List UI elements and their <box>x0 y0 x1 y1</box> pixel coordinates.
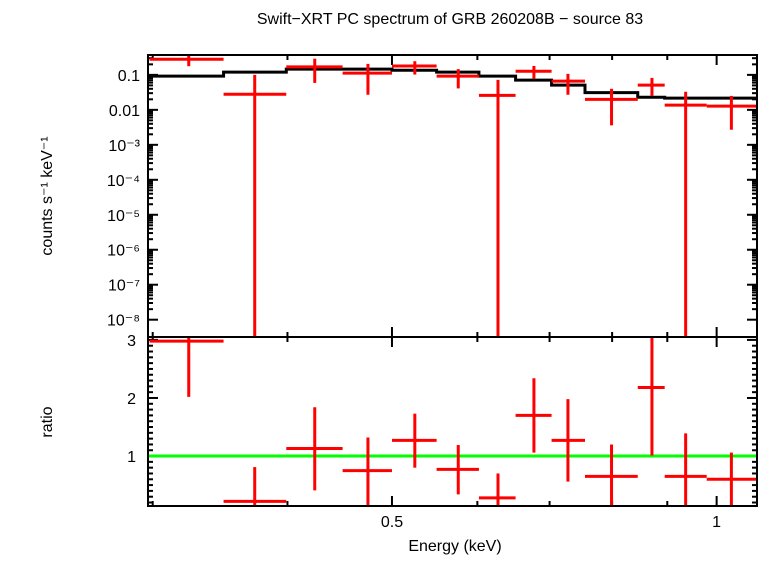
bottom-panel-frame <box>147 336 758 507</box>
chart-title: Swift−XRT PC spectrum of GRB 260208B − s… <box>257 11 643 28</box>
top-panel-plot <box>149 55 758 337</box>
y-tick-label-top: 10⁻⁴ <box>107 173 140 190</box>
y-tick-label-bottom: 3 <box>127 333 136 350</box>
y-tick-label-top: 0.1 <box>118 68 140 85</box>
y-tick-label-bottom: 1 <box>127 449 136 466</box>
y-tick-label-top: 0.01 <box>109 103 140 120</box>
model-step-line <box>149 67 758 100</box>
y-tick-label-top: 10⁻³ <box>108 138 140 155</box>
bottom-panel-plot <box>148 337 758 506</box>
y-tick-label-top: 10⁻⁸ <box>107 313 140 330</box>
x-tick-label: 0.5 <box>381 514 403 531</box>
y-tick-label-top: 10⁻⁷ <box>108 278 140 295</box>
y-tick-label-top: 10⁻⁵ <box>107 208 140 225</box>
x-axis-label: Energy (keV) <box>408 538 501 555</box>
y-tick-label-top: 10⁻⁶ <box>107 243 140 260</box>
y-axis-label-bottom: ratio <box>39 406 56 437</box>
y-tick-label-bottom: 2 <box>127 391 136 408</box>
x-tick-label: 1 <box>712 514 721 531</box>
y-axis-label-top: counts s⁻¹ keV⁻¹ <box>39 136 56 255</box>
